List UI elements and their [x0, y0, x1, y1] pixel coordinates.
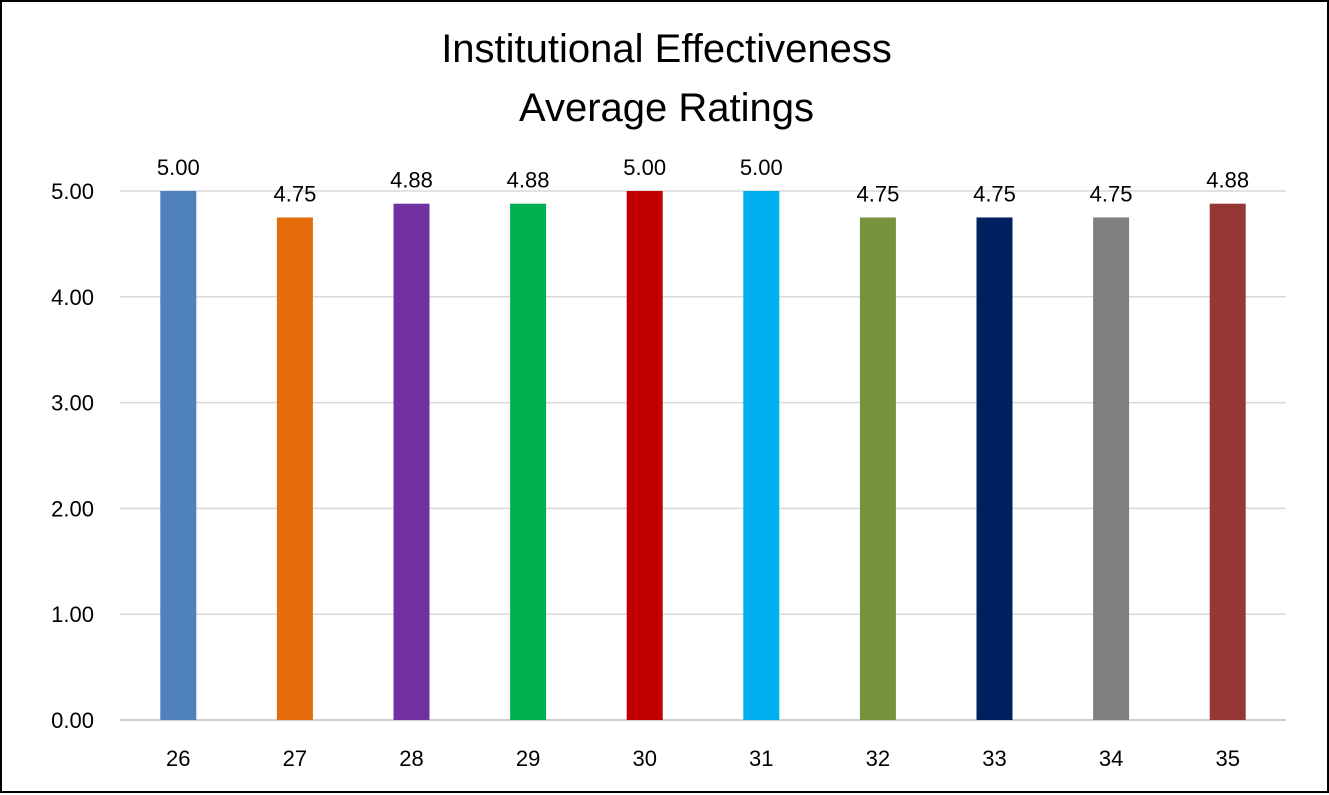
bar-33	[976, 217, 1013, 720]
bar-29	[510, 203, 547, 721]
data-label: 5.00	[157, 155, 200, 180]
data-label: 4.88	[507, 168, 550, 193]
x-tick-label: 31	[749, 746, 773, 771]
bar-26	[160, 191, 197, 720]
bars	[160, 191, 1246, 721]
x-tick-label: 35	[1215, 746, 1239, 771]
data-label: 4.75	[1090, 181, 1133, 206]
gridlines	[120, 190, 1286, 721]
chart-title-line-1: Institutional Effectiveness	[441, 27, 892, 71]
y-tick-label: 4.00	[51, 285, 94, 310]
y-tick-label: 5.00	[51, 179, 94, 204]
bar-35	[1209, 203, 1246, 721]
y-tick-label: 2.00	[51, 496, 94, 521]
x-tick-label: 28	[399, 746, 423, 771]
chart-title-line-2: Average Ratings	[519, 86, 814, 130]
bar-32	[859, 217, 896, 720]
y-tick-label: 0.00	[51, 708, 94, 733]
x-tick-label: 29	[516, 746, 540, 771]
x-tick-label: 26	[166, 746, 190, 771]
data-label: 5.00	[740, 155, 783, 180]
bar-30	[626, 191, 663, 720]
x-tick-label: 33	[982, 746, 1006, 771]
x-axis-tick-labels: 26 27 28 29 30 31 32 33 34 35	[166, 746, 1240, 771]
data-label: 4.75	[973, 181, 1016, 206]
bar-34	[1093, 217, 1130, 720]
x-tick-label: 34	[1099, 746, 1123, 771]
x-tick-label: 27	[283, 746, 307, 771]
y-tick-label: 1.00	[51, 602, 94, 627]
bar-27	[276, 217, 313, 720]
data-label: 4.75	[273, 181, 316, 206]
x-tick-label: 32	[866, 746, 890, 771]
x-tick-label: 30	[632, 746, 656, 771]
data-labels: 5.00 4.75 4.88 4.88 5.00 5.00 4.75 4.75 4.75 4.88	[157, 155, 1249, 206]
y-axis-tick-labels: 0.00 1.00 2.00 3.00 4.00 5.00	[51, 179, 94, 733]
bar-31	[743, 191, 780, 720]
data-label: 4.75	[856, 181, 899, 206]
data-label: 4.88	[390, 168, 433, 193]
data-label: 4.88	[1206, 168, 1249, 193]
bar-28	[393, 203, 430, 721]
data-label: 5.00	[623, 155, 666, 180]
y-tick-label: 3.00	[51, 391, 94, 416]
